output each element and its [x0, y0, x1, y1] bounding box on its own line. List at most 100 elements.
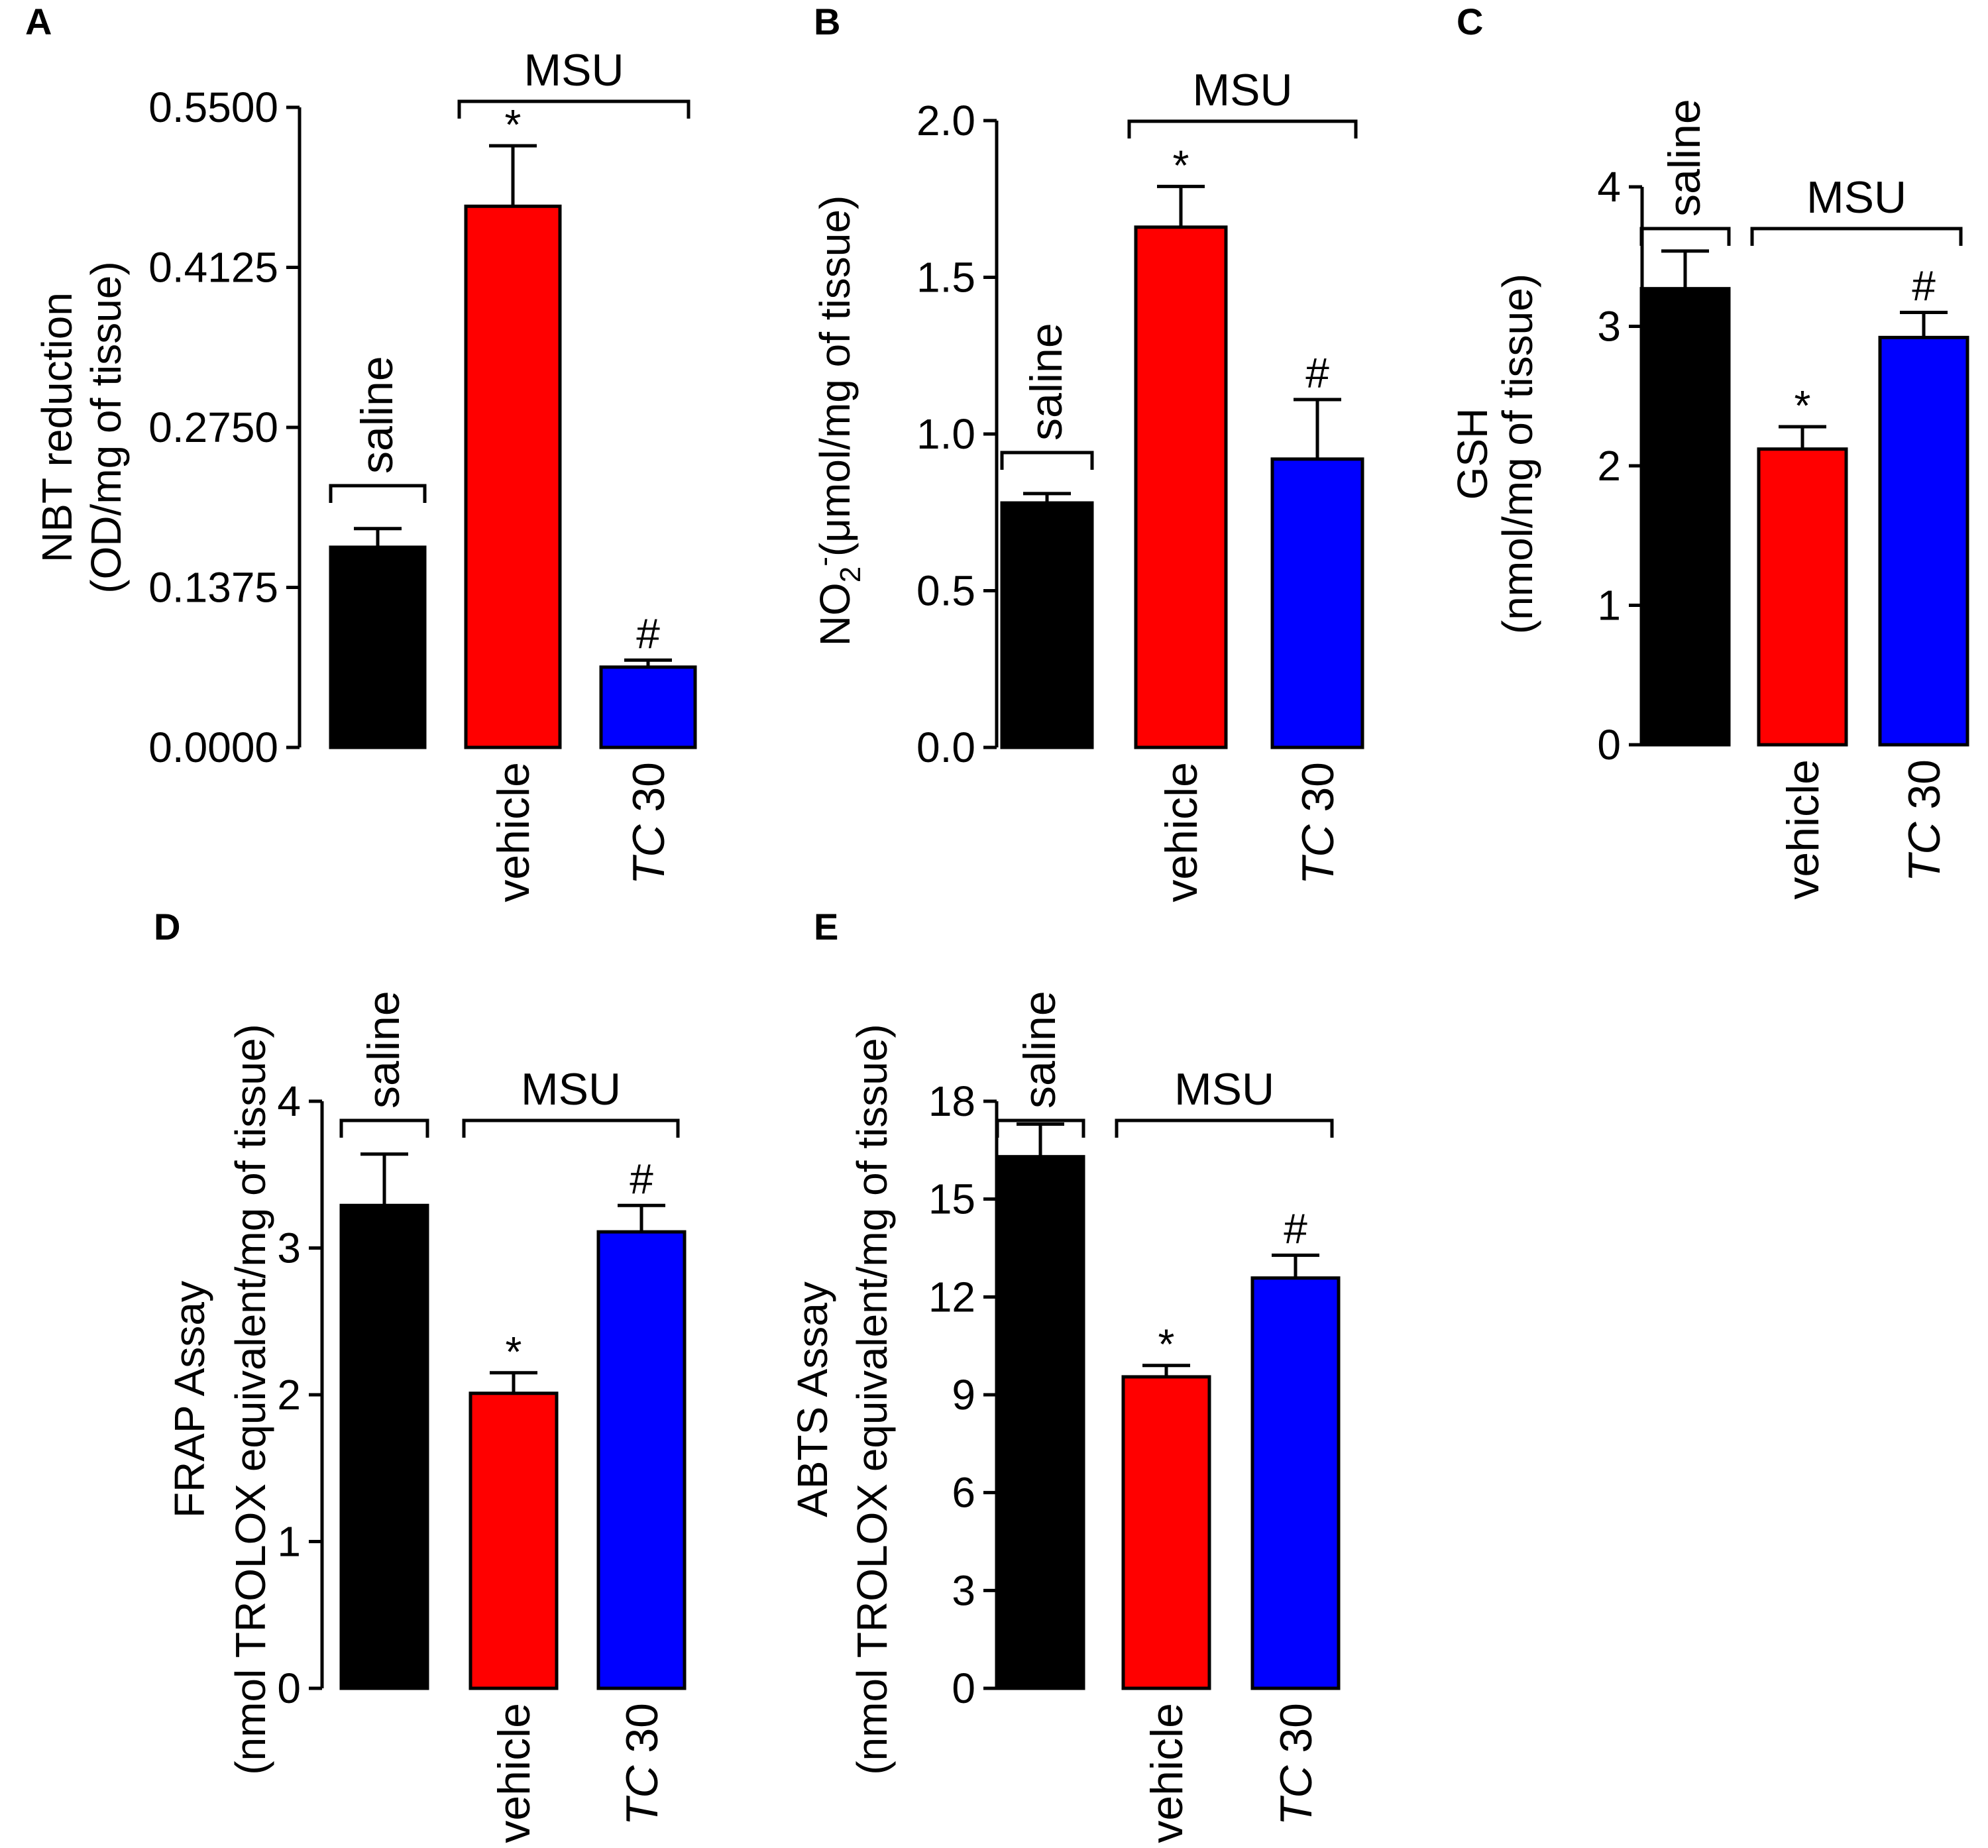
bar-vehicle	[469, 1391, 559, 1690]
saline-bracket	[1000, 451, 1094, 470]
msu-label: MSU	[1192, 65, 1292, 115]
saline-bracket	[995, 1118, 1085, 1138]
panel-c: C 0 1 2 3 4 GSH(nmol/mg of tissue) * # vehicle TC …	[1449, 1, 1969, 900]
y-tick-label: 15	[928, 1175, 975, 1223]
msu-bracket	[462, 1118, 680, 1138]
y-tick-label: 0.1375	[148, 564, 278, 612]
saline-label: saline	[1021, 323, 1072, 441]
y-tick-label: 9	[952, 1371, 975, 1419]
y-tick-label: 3	[1597, 303, 1621, 351]
saline-label: saline	[352, 356, 402, 474]
bar-vehicle	[1757, 447, 1848, 747]
y-axis-label: ABTS Assay	[789, 1281, 836, 1517]
msu-label: MSU	[521, 1064, 621, 1114]
category-label: TC 30	[1271, 1703, 1321, 1825]
y-axis-label: (OD/mg of tissue)	[82, 261, 130, 593]
bar-tc-30	[1270, 457, 1364, 749]
category-label: TC 30	[1293, 762, 1343, 885]
panel-b: B 0.0 0.5 1.0 1.5 2.0 NO2-(μmol/mg of tissue) *…	[808, 1, 1364, 902]
msu-bracket	[457, 99, 690, 119]
y-axis-label: (nmol TROLOX equivalent/mg of tissue)	[848, 1024, 896, 1775]
y-tick-label: 0.5500	[148, 83, 278, 131]
significance-hash: #	[1305, 349, 1329, 397]
significance-hash: #	[1912, 262, 1936, 309]
bar-saline	[1639, 287, 1731, 747]
y-axis-label: (nmol/mg of tissue)	[1494, 274, 1541, 634]
saline-label: saline	[359, 991, 409, 1109]
panel-letter: C	[1457, 1, 1483, 42]
saline-label: saline	[1659, 99, 1710, 217]
y-tick-label: 18	[928, 1077, 975, 1125]
y-tick-label: 0.4125	[148, 244, 278, 292]
category-label: TC 30	[617, 1703, 667, 1825]
y-tick-label: 12	[928, 1273, 975, 1321]
y-tick-label: 6	[952, 1469, 975, 1517]
category-label: vehicle	[1778, 759, 1828, 900]
y-tick-label: 0.5	[916, 567, 975, 615]
bar-vehicle	[464, 204, 562, 749]
msu-bracket	[1127, 119, 1358, 138]
category-label: TC 30	[624, 762, 674, 885]
panel-letter: E	[814, 906, 838, 948]
bar-vehicle	[1121, 1375, 1211, 1690]
significance-asterisk: *	[505, 101, 522, 148]
y-tick-label: 0	[277, 1664, 301, 1712]
panel-a: A 0.0000 0.1375 0.2750 0.4125 0.5500 NBT reduc…	[25, 1, 697, 902]
y-tick-label: 2	[277, 1371, 301, 1419]
bar-tc-30	[596, 1230, 687, 1690]
category-label: vehicle	[489, 1703, 539, 1843]
bar-saline	[339, 1203, 429, 1690]
y-tick-label: 0	[1597, 721, 1621, 769]
y-axis-label: NBT reduction	[33, 292, 81, 563]
panel-letter: D	[154, 906, 180, 948]
y-tick-label: 4	[277, 1077, 301, 1125]
msu-label: MSU	[1806, 172, 1906, 223]
y-tick-label: 0.2750	[148, 404, 278, 451]
panel-d: D 0 1 2 3 4 FRAP Assay (nmol TROLOX equivalent/…	[154, 906, 687, 1843]
panel-letter: A	[25, 1, 52, 42]
category-label: vehicle	[1142, 1703, 1192, 1843]
significance-asterisk: *	[1173, 141, 1189, 189]
bar-vehicle	[1134, 225, 1228, 749]
msu-label: MSU	[524, 45, 624, 95]
y-tick-label: 0.0000	[148, 724, 278, 771]
y-tick-label: 3	[952, 1566, 975, 1614]
saline-bracket	[339, 1118, 429, 1138]
y-axis-label: GSH	[1449, 408, 1496, 500]
y-tick-label: 0.0	[916, 724, 975, 771]
y-tick-label: 1	[1597, 582, 1621, 629]
significance-hash: #	[1284, 1205, 1307, 1252]
saline-bracket	[1639, 227, 1731, 246]
category-label: TC 30	[1899, 759, 1950, 882]
significance-asterisk: *	[1158, 1321, 1175, 1368]
bar-tc-30	[599, 665, 697, 749]
significance-hash: #	[636, 610, 660, 657]
bar-tc-30	[1250, 1276, 1341, 1690]
y-tick-label: 1.5	[916, 254, 975, 301]
category-label: vehicle	[1156, 762, 1207, 902]
category-label: vehicle	[488, 762, 539, 902]
panel-e: E 0 3 6 9 12 15 18 ABTS Assay (nmol TROLOX equiva…	[789, 906, 1341, 1843]
y-tick-label: 2	[1597, 442, 1621, 490]
bar-saline	[995, 1155, 1085, 1690]
msu-label: MSU	[1174, 1064, 1274, 1114]
significance-asterisk: *	[1795, 382, 1811, 429]
y-tick-label: 1	[277, 1518, 301, 1566]
significance-asterisk: *	[506, 1328, 522, 1376]
y-axis-label: FRAP Assay	[166, 1281, 213, 1518]
bar-tc-30	[1878, 335, 1969, 747]
y-tick-label: 4	[1597, 163, 1621, 211]
saline-bracket	[329, 484, 427, 503]
y-axis-label: (nmol TROLOX equivalent/mg of tissue)	[227, 1024, 274, 1775]
msu-bracket	[1750, 227, 1963, 246]
y-tick-label: 3	[277, 1224, 301, 1272]
y-axis-label: NO2-(μmol/mg of tissue)	[808, 195, 867, 647]
bar-saline	[1000, 501, 1094, 749]
y-tick-label: 1.0	[916, 410, 975, 458]
y-tick-label: 2.0	[916, 97, 975, 144]
y-tick-label: 0	[952, 1664, 975, 1712]
saline-label: saline	[1015, 991, 1065, 1109]
panel-letter: B	[814, 1, 840, 42]
significance-hash: #	[630, 1155, 653, 1203]
